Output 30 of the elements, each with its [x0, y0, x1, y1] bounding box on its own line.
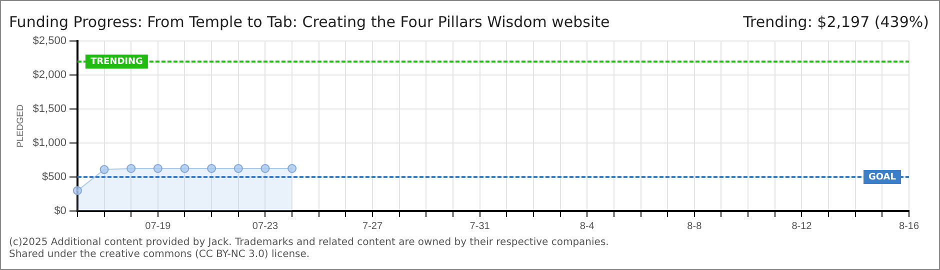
point	[153, 164, 162, 173]
point	[72, 186, 82, 196]
point	[207, 164, 216, 173]
text: Shared under the creative commons (CC BY-NC 3.0) license.	[9, 249, 311, 261]
chart-subtitle: Trending: $2,197 (439%)	[743, 13, 929, 31]
point	[234, 164, 243, 173]
y-tick-label: $1,500	[32, 103, 66, 116]
x-tick-label: 07-23	[252, 220, 278, 232]
y-tick-label: $500	[42, 171, 66, 184]
ref-line-label: GOAL	[868, 172, 896, 182]
y-tick-label: $0	[54, 205, 66, 218]
x-tick-label: 8-12	[792, 220, 812, 232]
chart-title: Funding Progress: From Temple to Tab: Creating the Four Pillars Wisdom website	[9, 13, 610, 31]
point	[126, 164, 136, 173]
x-tick-label: 8-8	[687, 220, 702, 232]
point	[180, 164, 190, 173]
point	[100, 165, 109, 174]
y-tick-label: $2,000	[32, 69, 66, 82]
x-tick-label: 07-19	[145, 220, 172, 232]
x-tick-label: 8-16	[898, 220, 920, 232]
point	[288, 164, 297, 173]
y-axis-title: PLEDGED	[14, 104, 25, 148]
y-tick-label: $2,500	[32, 35, 66, 48]
ref-line-label: TRENDING	[90, 56, 143, 67]
point	[260, 164, 270, 173]
x-tick-label: 8-4	[580, 220, 595, 232]
x-tick-label: 7-31	[470, 220, 490, 232]
x-tick-label: 7-27	[362, 220, 383, 232]
y-tick-label: $1,000	[32, 137, 66, 150]
text: (c)2025 Additional content provided by Jack. Trademarks and related content are owned by their respective companies.	[9, 237, 609, 249]
